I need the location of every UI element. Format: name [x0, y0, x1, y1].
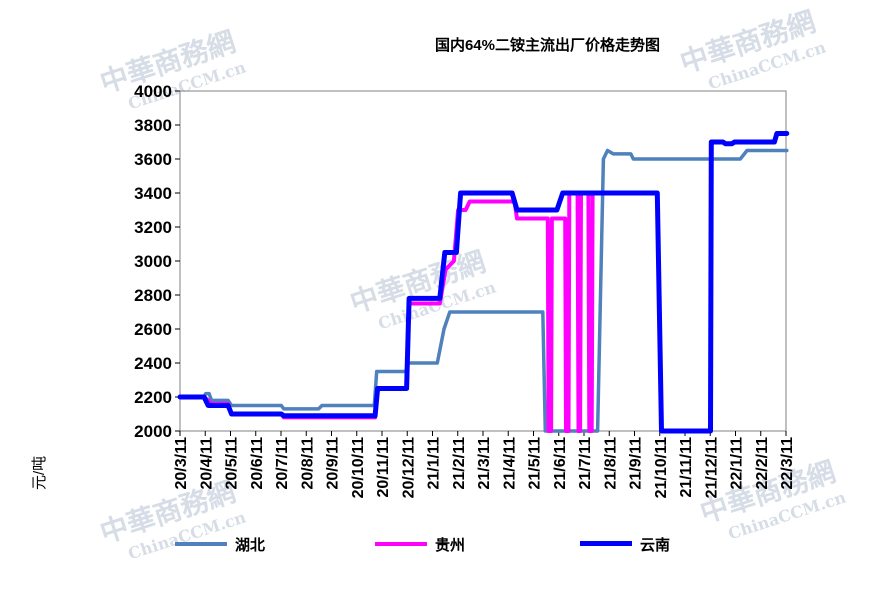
x-tick-label: 20/9/11	[325, 437, 342, 490]
x-tick-label: 21/8/11	[602, 437, 619, 490]
x-tick-label: 21/9/11	[628, 437, 645, 490]
x-tick-label: 20/12/11	[400, 437, 417, 499]
x-tick-label: 21/12/11	[703, 437, 720, 499]
x-tick-label: 21/5/11	[527, 437, 544, 490]
x-tick-label: 21/1/11	[426, 437, 443, 490]
x-tick-label: 21/10/11	[653, 437, 670, 499]
y-tick-label: 2200	[134, 388, 172, 407]
x-tick-label: 20/4/11	[198, 437, 215, 490]
x-tick-label: 20/6/11	[249, 437, 266, 490]
y-tick-label: 2000	[134, 422, 172, 441]
y-tick-label: 3800	[134, 116, 172, 135]
x-tick-label: 20/7/11	[274, 437, 291, 490]
y-tick-label: 3400	[134, 184, 172, 203]
y-tick-label: 2800	[134, 286, 172, 305]
legend-label-yunnan: 云南	[640, 537, 671, 554]
x-tick-label: 20/8/11	[299, 437, 316, 490]
y-tick-label: 4000	[134, 82, 172, 101]
y-tick-label: 2600	[134, 320, 172, 339]
y-axis-label: 元/吨	[31, 455, 48, 490]
legend-label-guizhou: 贵州	[435, 537, 466, 554]
x-tick-label: 21/6/11	[552, 437, 569, 490]
x-tick-label: 20/11/11	[375, 437, 392, 498]
x-tick-label: 20/5/11	[224, 437, 241, 490]
plot-area	[179, 90, 787, 432]
x-tick-label: 22/2/11	[754, 437, 771, 490]
legend-swatch-guizhou	[375, 542, 427, 546]
x-tick-label: 22/3/11	[779, 437, 796, 490]
x-tick-label: 20/10/11	[350, 437, 367, 499]
x-tick-label: 21/3/11	[476, 437, 493, 490]
chart-title: 国内64%二铵主流出厂价格走势图	[434, 37, 660, 54]
x-tick-label: 22/1/11	[729, 437, 746, 490]
series-line-yunnan	[177, 131, 790, 434]
x-tick-label: 21/11/11	[678, 437, 695, 498]
x-tick-label: 20/3/11	[173, 437, 190, 490]
legend-label-hubei: 湖北	[235, 537, 266, 554]
x-tick-label: 21/2/11	[451, 437, 468, 490]
y-tick-label: 3600	[134, 150, 172, 169]
x-tick-label: 21/7/11	[577, 437, 594, 490]
legend-swatch-hubei	[175, 542, 227, 546]
legend-swatch-yunnan	[580, 541, 632, 546]
y-tick-label: 3200	[134, 218, 172, 237]
y-tick-label: 3000	[134, 252, 172, 271]
x-tick-label: 21/4/11	[501, 437, 518, 490]
y-tick-label: 2400	[134, 354, 172, 373]
